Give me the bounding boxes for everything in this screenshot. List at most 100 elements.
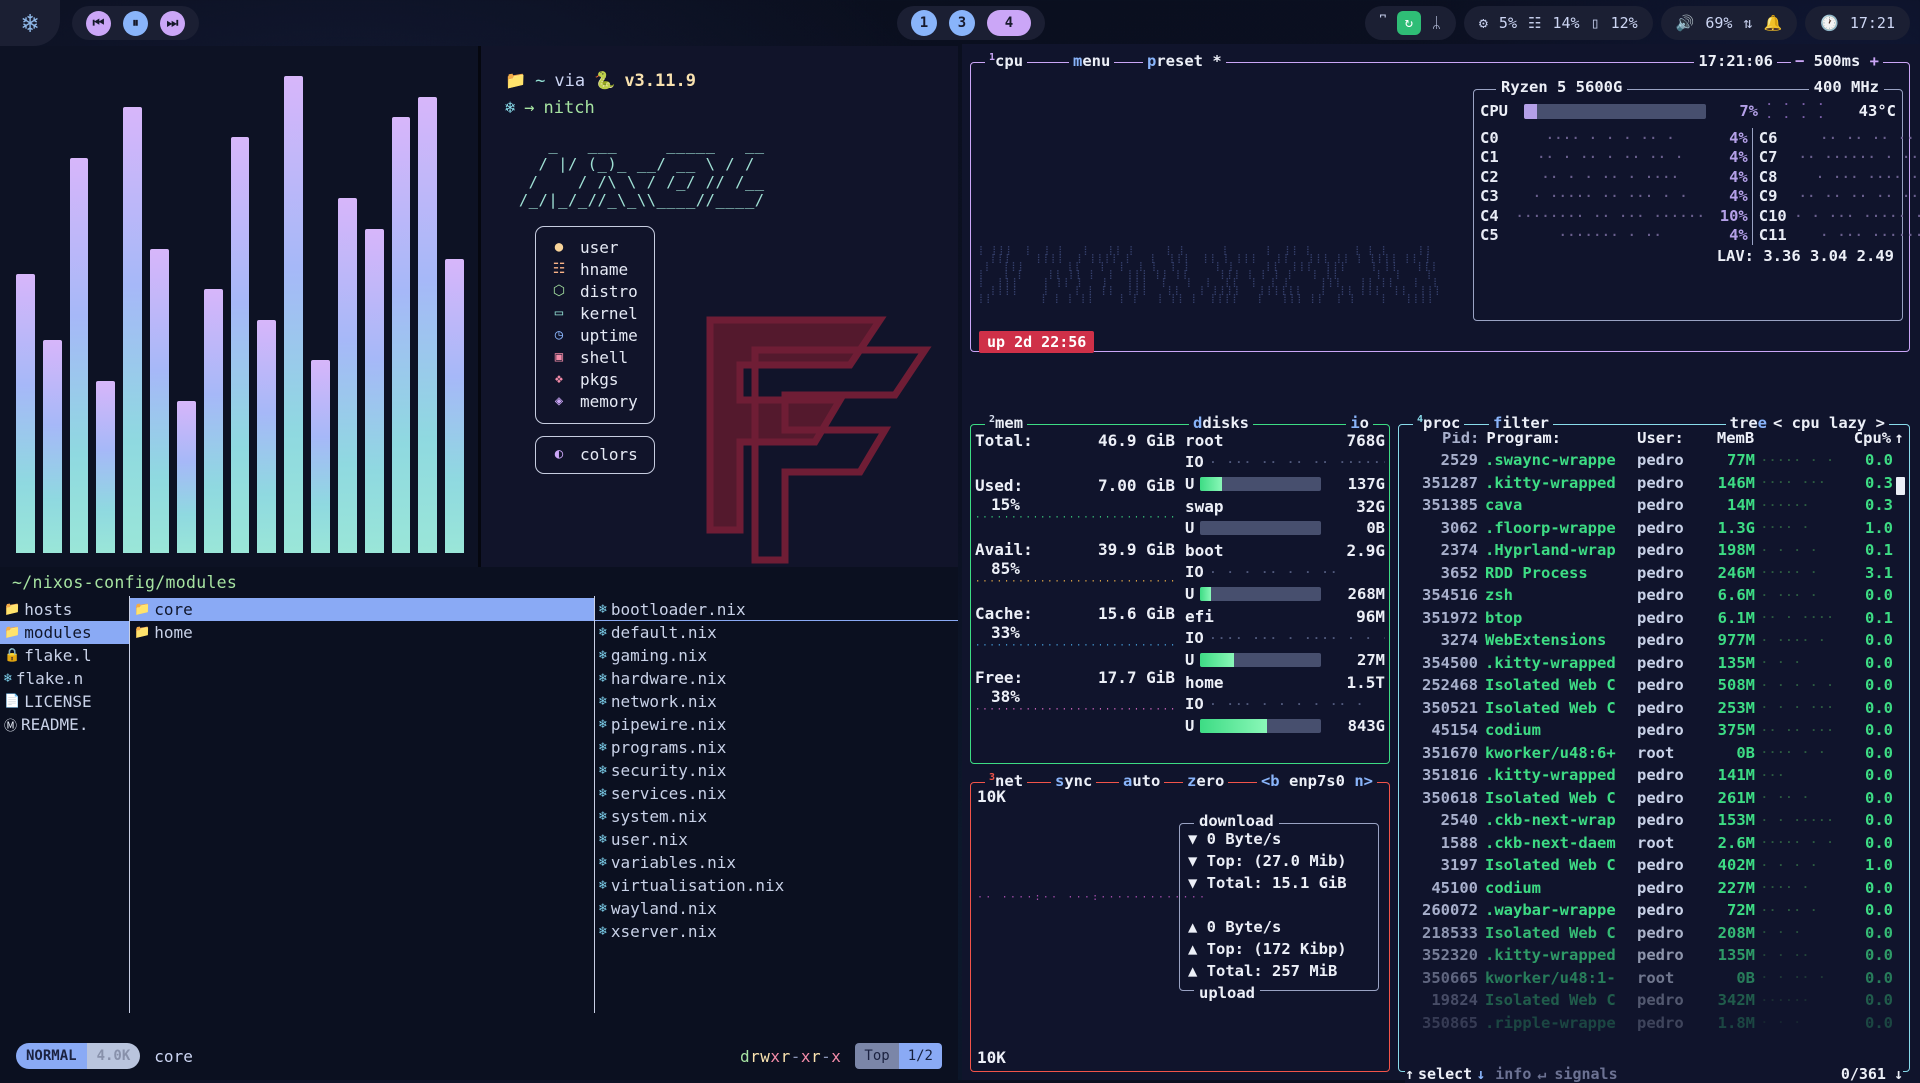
list-item[interactable]: 📁 home [130, 621, 594, 644]
net-sync-button[interactable]: sync [1051, 772, 1096, 790]
next-track-button[interactable]: ⏭ [160, 11, 185, 36]
header-user[interactable]: User: [1637, 429, 1699, 447]
list-item[interactable]: ❄ security.nix [595, 759, 958, 782]
cpu-temp-graph: · · · · · · · · [1758, 98, 1834, 124]
table-row[interactable]: 352320.kitty-wrappedpedro135M· · ··0.0 [1399, 944, 1909, 967]
table-row[interactable]: 351972btoppedro6.1M·· · ···· 0.1 [1399, 607, 1909, 630]
nixos-logo-button[interactable]: ❄ [0, 0, 60, 46]
play-pause-button[interactable]: ⏸ [123, 11, 148, 36]
table-row[interactable]: 351670kworker/u48:6+root0B···· · · 0.0 [1399, 742, 1909, 765]
file-manager[interactable]: ~/nixos-config/modules 📁 hosts 📁 modules 🔒 fl… [0, 567, 958, 1080]
list-item[interactable]: Ⓜ README. [0, 713, 129, 736]
current-directory-column[interactable]: 📁 core 📁 home [130, 596, 595, 1013]
select-label[interactable]: select [1418, 1065, 1472, 1083]
workspace-3[interactable]: 3 [949, 10, 975, 36]
table-row[interactable]: 350521Isolated Web Cpedro253M · · · ···0… [1399, 697, 1909, 720]
notification-bell-icon[interactable]: 🔔 [1763, 14, 1782, 32]
cpu-preset-button[interactable]: preset * [1143, 52, 1226, 70]
cpu-core-value: 4% [1706, 226, 1752, 244]
table-row[interactable]: 3652RDD Processpedro246M ····· · 3.1 [1399, 562, 1909, 585]
list-item[interactable]: ❄ default.nix [595, 621, 958, 644]
list-item[interactable]: ❄ network.nix [595, 690, 958, 713]
process-pid: 350865 [1399, 1014, 1485, 1032]
proc-panel-title[interactable]: 4proc [1413, 414, 1464, 432]
table-row[interactable]: 45100codiumpedro227M···· · 0.0 [1399, 877, 1909, 900]
sync-icon[interactable]: ↻ [1397, 11, 1421, 35]
list-item[interactable]: ❄ system.nix [595, 805, 958, 828]
net-next-iface[interactable]: n> [1354, 772, 1373, 790]
disk-usage-row: U 27M [1185, 649, 1385, 671]
cpu-panel: 1cpu menu preset * 17:21:06 − 500ms + [970, 62, 1910, 352]
parent-directory-column[interactable]: 📁 hosts 📁 modules 🔒 flake.l ❄ flake.n 📄 LICENSE Ⓜ R… [0, 596, 130, 1013]
process-cpu: 0.0 [1845, 901, 1893, 919]
proc-sort-selector[interactable]: < cpu lazy > [1769, 414, 1889, 432]
list-item[interactable]: ❄ user.nix [595, 828, 958, 851]
cpu-update-interval[interactable]: − 500ms + [1791, 52, 1883, 70]
table-row[interactable]: 350665kworker/u48:1-root0B · · ·· · 0.0 [1399, 967, 1909, 990]
clock-widget[interactable]: 🕐 17:21 [1805, 6, 1910, 40]
cpu-menu-button[interactable]: menu [1069, 52, 1114, 70]
list-item[interactable]: 📁 modules [0, 621, 129, 644]
net-interface-selector[interactable]: <b enp7s0 n> [1257, 772, 1377, 790]
mem-panel-title[interactable]: 2mem [985, 414, 1027, 432]
net-auto-button[interactable]: auto [1119, 772, 1164, 790]
table-row[interactable]: 354500.kitty-wrappedpedro135M · · · 0.0 [1399, 652, 1909, 675]
list-item[interactable]: ❄ services.nix [595, 782, 958, 805]
table-row[interactable]: 351287.kitty-wrappedpedro146M···· ··· 0.… [1399, 472, 1909, 495]
net-prev-iface[interactable]: <b [1261, 772, 1280, 790]
ethernet-icon[interactable]: ⎴ [1380, 14, 1386, 32]
list-item[interactable]: ❄ hardware.nix [595, 667, 958, 690]
btop-monitor[interactable]: 1cpu menu preset * 17:21:06 − 500ms + [962, 44, 1920, 1080]
preview-column[interactable]: ❄ bootloader.nix ❄ default.nix ❄ gaming.nix ❄ h… [595, 596, 958, 1013]
list-item[interactable]: ❄ variables.nix [595, 851, 958, 874]
network-traffic-icon[interactable]: ⇅ [1743, 14, 1752, 32]
list-item[interactable]: ❄ xserver.nix [595, 920, 958, 943]
table-row[interactable]: 218533Isolated Web Cpedro208M · · ·0.0 [1399, 922, 1909, 945]
process-table-body[interactable]: 2529.swaync-wrappepedro77M····· · ·0.035… [1399, 449, 1909, 1034]
table-row[interactable]: 1588.ckb-next-daemroot2.6M ····· · ·0.0 [1399, 832, 1909, 855]
list-item[interactable]: 📄 LICENSE [0, 690, 129, 713]
table-row[interactable]: 354516zshpedro6.6M · ··· · 0.0 [1399, 584, 1909, 607]
table-row[interactable]: 252468Isolated Web Cpedro508M· · · · ·0.… [1399, 674, 1909, 697]
list-item[interactable]: 📁 hosts [0, 598, 129, 621]
table-row[interactable]: 2529.swaync-wrappepedro77M····· · ·0.0 [1399, 449, 1909, 472]
list-item[interactable]: ❄ gaming.nix [595, 644, 958, 667]
proc-tree-button[interactable]: tree [1726, 414, 1771, 432]
table-row[interactable]: 2540.ckb-next-wrappedro153M · · ·····0.0 [1399, 809, 1909, 832]
process-memory: 402M [1699, 856, 1761, 874]
scroll-down-icon[interactable]: ↓ [1894, 1065, 1903, 1083]
list-item[interactable]: 📁 core [130, 598, 594, 621]
previous-track-button[interactable]: ⏮ [86, 11, 111, 36]
table-row[interactable]: 45154codiumpedro375M·· ·· ···0.0 [1399, 719, 1909, 742]
info-label[interactable]: info [1495, 1065, 1531, 1083]
list-item[interactable]: ❄ flake.n [0, 667, 129, 690]
list-item[interactable]: ❄ bootloader.nix [595, 598, 958, 621]
list-item[interactable]: ❄ virtualisation.nix [595, 874, 958, 897]
workspace-4-active[interactable]: 4 [987, 10, 1031, 36]
net-zero-button[interactable]: zero [1183, 772, 1228, 790]
table-row[interactable]: 3062.floorp-wrappepedro1.3G ···· · 1.0 [1399, 517, 1909, 540]
signals-label[interactable]: signals [1554, 1065, 1617, 1083]
table-row[interactable]: 351816.kitty-wrappedpedro141M··· 0.0 [1399, 764, 1909, 787]
list-item[interactable]: ❄ programs.nix [595, 736, 958, 759]
cpu-panel-title[interactable]: 1cpu [985, 52, 1027, 70]
workspace-1[interactable]: 1 [911, 10, 937, 36]
list-item[interactable]: ❄ wayland.nix [595, 897, 958, 920]
volume-icon[interactable]: 🔊 [1676, 14, 1695, 32]
sort-arrow-icon[interactable]: ↑ [1891, 429, 1907, 447]
process-scrollbar[interactable] [1896, 477, 1905, 495]
nitch-terminal[interactable]: 📁 ~ via 🐍 v3.11.9 ❄ → nitch _ ___ _____ … [478, 46, 958, 567]
proc-filter-button[interactable]: filter [1489, 414, 1553, 432]
table-row[interactable]: 2374.Hyprland-wrappedro198M· · · ·0.1 [1399, 539, 1909, 562]
list-item[interactable]: 🔒 flake.l [0, 644, 129, 667]
table-row[interactable]: 350618Isolated Web Cpedro261M· ·· · 0.0 [1399, 787, 1909, 810]
table-row[interactable]: 350865.ripple-wrappepedro1.8M · · ·0.0 [1399, 1012, 1909, 1035]
list-item[interactable]: ❄ pipewire.nix [595, 713, 958, 736]
bluetooth-icon[interactable]: ᛦ [1432, 14, 1441, 32]
table-row[interactable]: 3274WebExtensionspedro977M· ···· · 0.0 [1399, 629, 1909, 652]
cpu-core-graph: ·· ·· ·· ·· ·· ··· [1795, 189, 1920, 203]
table-row[interactable]: 351385cavapedro14M ······ 0.3 [1399, 494, 1909, 517]
table-row[interactable]: 260072.waybar-wrappepedro72M ·· ·· · 0.0 [1399, 899, 1909, 922]
table-row[interactable]: 3197Isolated Web Cpedro402M · · · ·1.0 [1399, 854, 1909, 877]
table-row[interactable]: 19824Isolated Web Cpedro342M ······0.0 [1399, 989, 1909, 1012]
